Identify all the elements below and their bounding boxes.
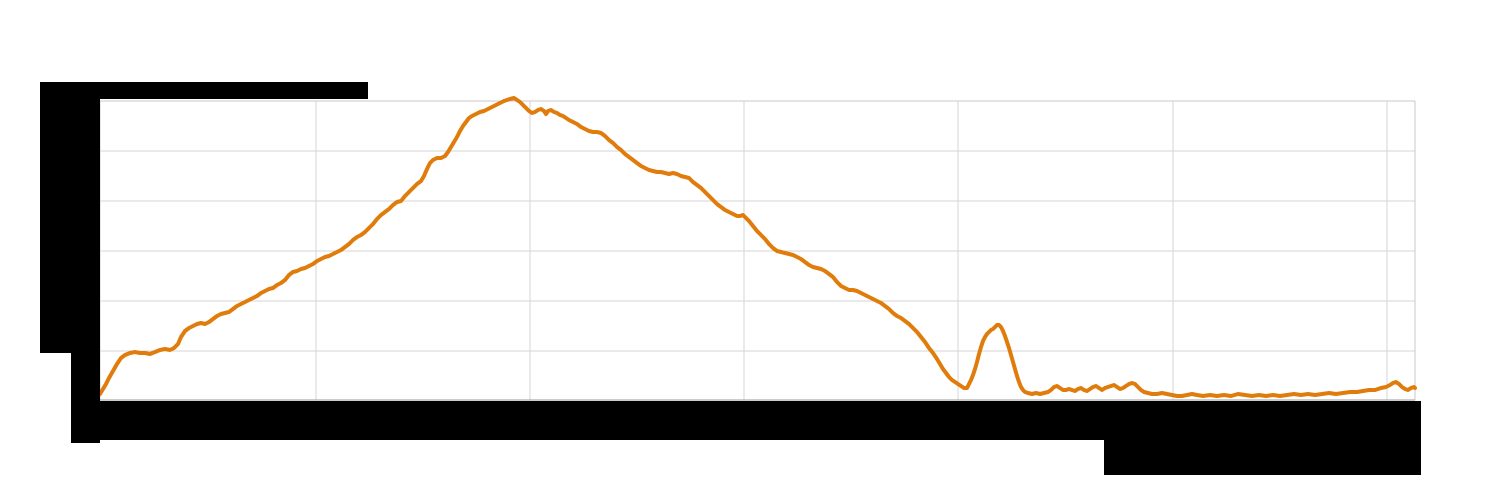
elevation-profile-line [98, 96, 1417, 398]
y-axis-labels-upper-redaction-box [40, 82, 100, 353]
x-axis-labels-right-block-redaction-box [1104, 401, 1421, 475]
chart-title-redaction-box [40, 82, 368, 99]
